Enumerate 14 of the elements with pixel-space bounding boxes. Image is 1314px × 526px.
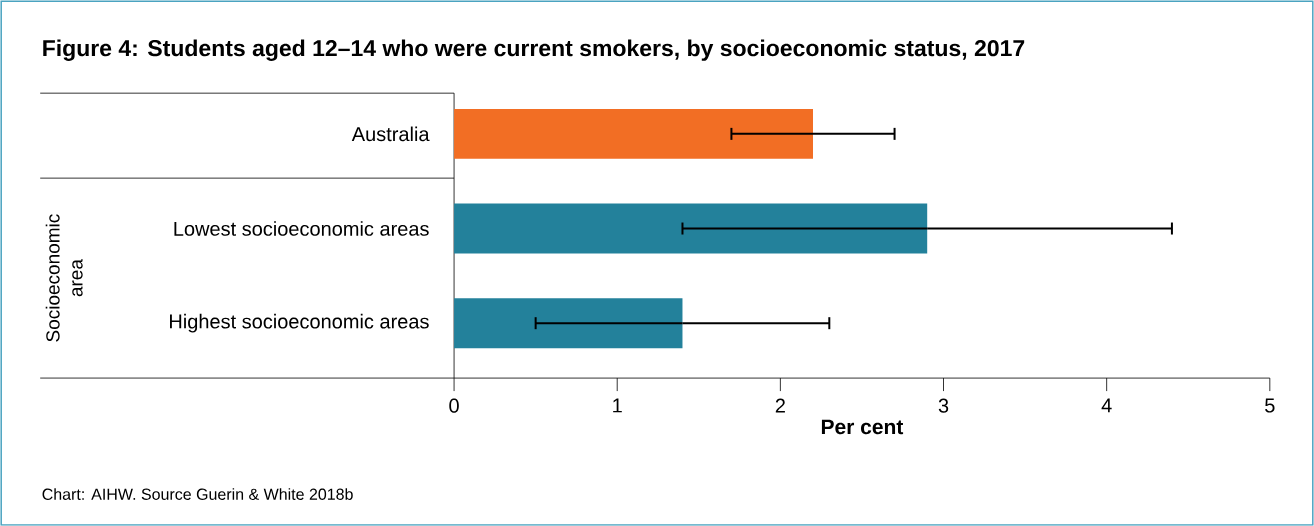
text: Socioeconomic area — [45, 214, 83, 342]
text: Chart: AIHW. Source Guerin & White 2018b — [42, 488, 353, 500]
y-tick-label: Highest socioeconomic areas — [170, 313, 429, 333]
x-tick-label: 0 — [449, 398, 459, 413]
bar — [454, 108, 813, 159]
x-tick-label: 4 — [1101, 398, 1112, 413]
y-tick-label: Lowest socioeconomic areas — [174, 221, 429, 236]
x-tick-label: 2 — [775, 398, 785, 413]
x-axis-title: Per cent — [821, 419, 904, 435]
chart-title: Figure 4: Students aged 12–14 who were current smokers, by socioeconomic status, 2017 — [43, 39, 1025, 61]
x-tick-label: 5 — [1265, 398, 1275, 413]
x-tick-label: 3 — [938, 398, 949, 413]
x-tick-label: 1 — [613, 398, 622, 413]
y-tick-label: Australia — [351, 126, 430, 142]
